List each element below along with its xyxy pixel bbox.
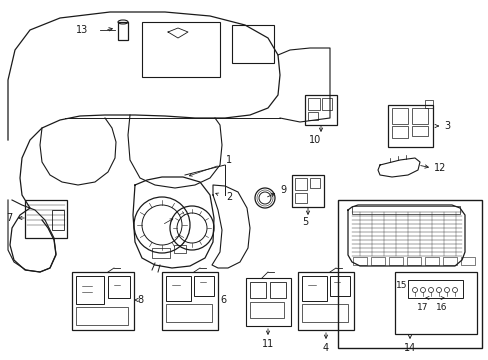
Text: 4: 4 bbox=[322, 343, 328, 353]
Bar bbox=[391, 126, 407, 138]
Text: 10: 10 bbox=[308, 135, 321, 145]
Text: 5: 5 bbox=[301, 217, 307, 227]
Bar bbox=[174, 245, 185, 253]
Bar bbox=[294, 193, 306, 203]
Bar bbox=[165, 304, 212, 322]
Bar bbox=[394, 272, 476, 334]
Text: 17: 17 bbox=[416, 303, 428, 312]
Text: 2: 2 bbox=[225, 192, 232, 202]
Bar bbox=[406, 257, 420, 265]
Bar bbox=[269, 282, 285, 298]
Bar bbox=[307, 112, 317, 120]
Bar bbox=[321, 98, 331, 110]
Bar bbox=[76, 307, 128, 325]
Bar bbox=[72, 272, 134, 330]
Bar bbox=[52, 210, 64, 230]
Bar bbox=[391, 108, 407, 124]
Bar bbox=[411, 126, 427, 136]
Text: 16: 16 bbox=[435, 303, 447, 312]
Text: 7: 7 bbox=[6, 213, 12, 223]
Bar bbox=[162, 272, 218, 330]
Text: 13: 13 bbox=[76, 25, 88, 35]
Bar bbox=[294, 178, 306, 190]
Bar bbox=[387, 105, 432, 147]
Bar bbox=[194, 276, 214, 296]
Bar bbox=[351, 206, 459, 214]
Text: 11: 11 bbox=[262, 339, 274, 349]
Bar bbox=[388, 257, 402, 265]
Text: 3: 3 bbox=[443, 121, 449, 131]
Bar bbox=[352, 257, 366, 265]
Bar bbox=[460, 257, 474, 265]
Bar bbox=[152, 248, 170, 258]
Bar bbox=[309, 178, 319, 188]
Text: 9: 9 bbox=[280, 185, 285, 195]
Bar bbox=[25, 200, 67, 238]
Bar bbox=[108, 276, 130, 298]
Bar bbox=[370, 257, 384, 265]
Bar bbox=[337, 200, 481, 348]
Bar bbox=[411, 108, 427, 124]
Text: 8: 8 bbox=[137, 295, 143, 305]
Bar bbox=[142, 22, 220, 77]
Bar bbox=[424, 257, 438, 265]
Text: 14: 14 bbox=[403, 343, 415, 353]
Bar bbox=[297, 272, 353, 330]
Text: 1: 1 bbox=[225, 155, 232, 165]
Text: 15: 15 bbox=[395, 280, 407, 289]
Bar bbox=[291, 175, 324, 207]
Bar bbox=[305, 95, 336, 125]
Bar bbox=[424, 100, 432, 108]
Bar bbox=[76, 276, 104, 304]
Bar bbox=[249, 282, 265, 298]
Bar bbox=[231, 25, 273, 63]
Bar bbox=[407, 280, 462, 298]
Bar bbox=[165, 276, 191, 301]
Bar bbox=[118, 22, 128, 40]
Bar bbox=[302, 276, 326, 301]
Bar bbox=[249, 302, 284, 318]
Bar bbox=[329, 276, 349, 296]
Text: 6: 6 bbox=[220, 295, 225, 305]
Bar bbox=[307, 98, 319, 110]
Bar bbox=[442, 257, 456, 265]
Bar bbox=[302, 304, 347, 322]
Bar bbox=[245, 278, 290, 326]
Text: 12: 12 bbox=[433, 163, 446, 173]
